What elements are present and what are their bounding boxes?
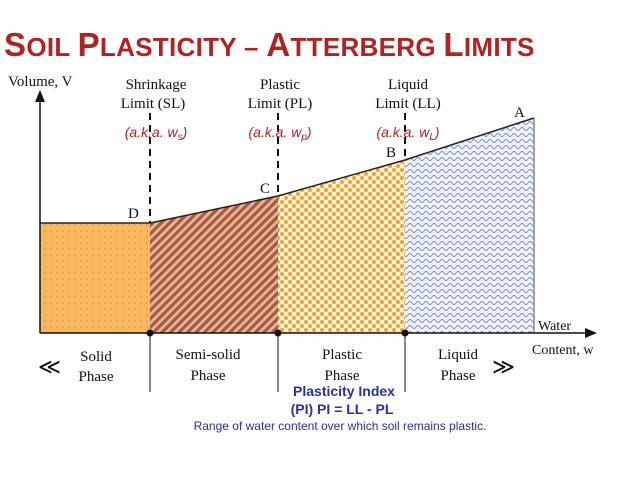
liquid-phase-line2: Phase <box>441 368 476 384</box>
semisolid-phase-line1: Semi-solid <box>175 347 241 363</box>
volume-curve <box>40 117 535 224</box>
solid-phase-line2: Phase <box>79 369 114 385</box>
y-axis-arrowhead <box>35 90 45 102</box>
point-a-label: A <box>514 105 525 121</box>
plastic-phase-line1: Plastic <box>322 347 362 363</box>
x-axis-label-line2: Content, w <box>532 343 594 358</box>
plastic-phase-region <box>278 160 405 333</box>
x-axis-arrowhead <box>585 328 597 338</box>
semisolid-phase-line2: Phase <box>191 368 226 384</box>
pl-aka: (a.k.a. wp) <box>248 124 311 143</box>
point-c-label: C <box>260 181 270 197</box>
ll-label-line2: Limit (LL) <box>375 96 440 112</box>
right-phase-arrow: ≫ <box>492 354 515 379</box>
sl-label-line1: Shrinkage <box>126 77 187 93</box>
ll-label-line1: Liquid <box>388 77 428 93</box>
liquid-phase-line1: Liquid <box>438 347 478 363</box>
sl-aka: (a.k.a. ws) <box>125 124 188 143</box>
x-axis-label-line1: Water <box>538 319 571 334</box>
pl-label-line1: Plastic <box>260 77 300 93</box>
ll-axis-marker <box>401 329 409 337</box>
plastic-phase-line2: Phase <box>325 368 360 384</box>
pl-label-line2: Limit (PL) <box>248 96 313 112</box>
point-b-label: B <box>386 145 396 161</box>
liquid-phase-region <box>405 118 534 333</box>
point-d-label: D <box>128 206 139 222</box>
pl-axis-marker <box>274 329 282 337</box>
plasticity-index-title: Plasticity Index <box>293 383 395 399</box>
y-axis-label: Volume, V <box>8 74 73 90</box>
plasticity-index-formula: (PI) PI = LL - PL <box>291 401 394 417</box>
solid-phase-line1: Solid <box>80 349 112 365</box>
sl-label-line2: Limit (SL) <box>121 96 186 112</box>
sl-axis-marker <box>146 329 154 337</box>
page-title: SOIL PLASTICITY – ATTERBERG LIMITS <box>4 26 535 63</box>
solid-phase-region <box>40 223 150 333</box>
left-phase-arrow: ≪ <box>38 354 61 379</box>
semisolid-phase-region <box>150 196 278 333</box>
ll-aka: (a.k.a. wL) <box>376 124 439 143</box>
plasticity-index-description: Range of water content over which soil r… <box>194 419 487 433</box>
